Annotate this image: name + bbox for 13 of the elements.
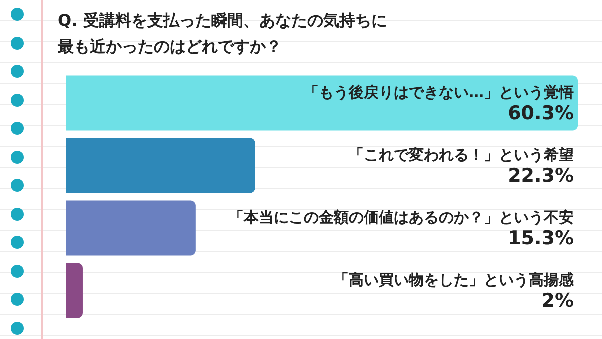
data-label: 2% [542,290,574,312]
bar [66,76,578,131]
y-tick-label: 「本当にこの金額の価値はあるのか？」という不安 [229,208,574,227]
bar [66,263,83,318]
bar [66,138,256,194]
chart-title: Q. 受講料を支払った瞬間、あなたの気持ちに最も近かったのはどれですか？ [58,10,388,58]
bar [66,200,196,256]
y-tick-label: 「もう後戻りはできない…」という覚悟 [304,84,574,102]
data-label: 60.3% [508,102,574,125]
data-label: 15.3% [508,228,574,250]
y-tick-label: 「高い買い物をした」という高揚感 [334,271,575,290]
data-label: 22.3% [508,165,574,188]
y-tick-label: 「これで変われる！」という希望 [349,146,574,164]
